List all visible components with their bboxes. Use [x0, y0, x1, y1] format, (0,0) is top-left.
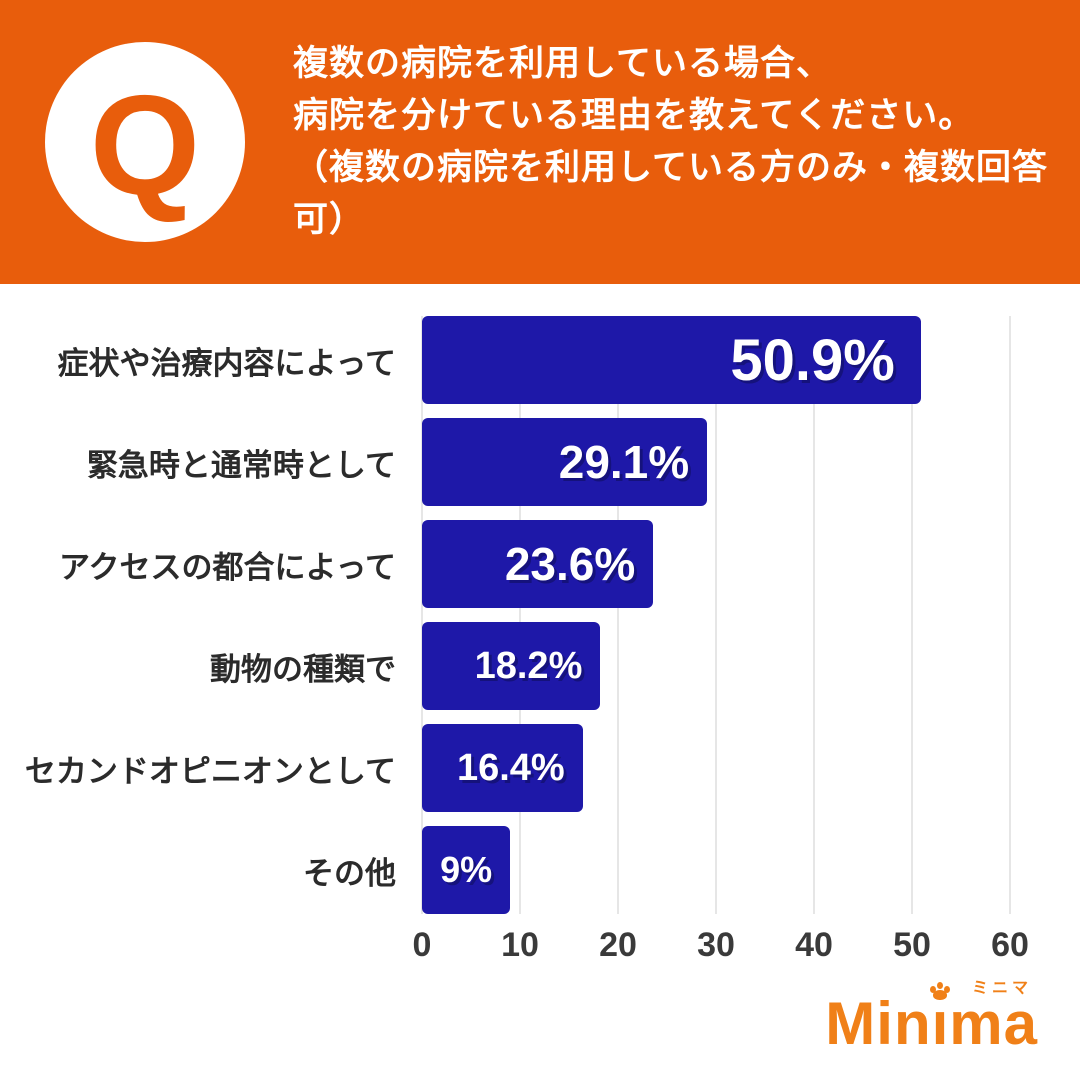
question-header: Q 複数の病院を利用している場合、 病院を分けている理由を教えてください。 （複…: [0, 0, 1080, 284]
logo-ruby-text: ミニマ: [971, 980, 1032, 997]
paw-toe: [943, 986, 950, 993]
bar-row: その他 9%: [0, 826, 1080, 914]
question-line-1: 複数の病院を利用している場合、: [293, 44, 832, 84]
x-tick-label: 30: [697, 926, 735, 964]
bar-value-label: 9%: [440, 849, 493, 890]
bar-track: 50.9%: [422, 316, 1010, 404]
brand-logo: ミニマ Minı ma: [825, 974, 1038, 1054]
paw-toe: [936, 982, 943, 989]
bar-row: アクセスの都合によって 23.6%: [0, 520, 1080, 608]
bar-value-label: 50.9%: [730, 327, 895, 393]
bar: 18.2%: [422, 622, 601, 710]
x-axis: 0 10 20 30 40 50 60: [413, 926, 1029, 970]
bar-row: 緊急時と通常時として 29.1%: [0, 418, 1080, 506]
bar-row: 症状や治療内容によって 50.9%: [0, 316, 1080, 404]
question-text: 複数の病院を利用している場合、 病院を分けている理由を教えてください。 （複数の…: [293, 38, 1080, 245]
paw-pad: [932, 990, 947, 1000]
bar: 29.1%: [422, 418, 708, 506]
bar: 23.6%: [422, 520, 654, 608]
category-label: 動物の種類で: [210, 651, 396, 687]
paw-print-icon: [929, 982, 951, 1000]
bar-track: 23.6%: [422, 520, 1010, 608]
logo-wordmark: Minı ma: [825, 982, 1038, 1057]
bar-value-label: 23.6%: [504, 538, 636, 590]
x-tick-label: 60: [991, 926, 1029, 964]
bar-track: 18.2%: [422, 622, 1010, 710]
gridline: [715, 316, 717, 914]
bar-value-label: 16.4%: [456, 746, 565, 789]
question-line-3: （複数の病院を利用している方のみ・複数回答可）: [293, 148, 1048, 239]
bar-row: セカンドオピニオンとして 16.4%: [0, 724, 1080, 812]
bar-row: 動物の種類で 18.2%: [0, 622, 1080, 710]
x-tick-label: 10: [501, 926, 539, 964]
category-label: アクセスの都合によって: [59, 549, 396, 585]
x-tick-label: 50: [893, 926, 931, 964]
chart-gridlines: [421, 316, 1011, 914]
bar-value-label: 18.2%: [474, 644, 583, 687]
x-tick-label: 0: [412, 926, 432, 964]
question-line-2: 病院を分けている理由を教えてください。: [293, 96, 975, 136]
q-badge: Q: [45, 42, 245, 242]
bar: 9%: [422, 826, 511, 914]
gridline: [1009, 316, 1011, 914]
category-label: セカンドオピニオンとして: [24, 753, 396, 789]
gridline: [518, 316, 521, 914]
bar-track: 9%: [422, 826, 1010, 914]
gridline: [616, 316, 619, 914]
bar-track: 16.4%: [422, 724, 1010, 812]
bar-track: 29.1%: [422, 418, 1010, 506]
gridline: [812, 316, 815, 914]
bar-chart: 症状や治療内容によって 50.9% 緊急時と通常時として 29.1% アクセスの都合によ…: [0, 316, 1080, 976]
paw-toe: [929, 986, 936, 993]
category-label: 症状や治療内容によって: [57, 345, 396, 381]
category-label: その他: [303, 855, 396, 891]
logo-paw-i: ı: [929, 982, 950, 1054]
bar-value-label: 29.1%: [558, 436, 690, 488]
q-letter: Q: [89, 66, 201, 225]
bar: 50.9%: [422, 316, 921, 404]
category-label: 緊急時と通常時として: [86, 447, 396, 483]
x-tick-label: 20: [599, 926, 637, 964]
gridline: [421, 316, 423, 914]
chart-rows: 症状や治療内容によって 50.9% 緊急時と通常時として 29.1% アクセスの都合によ…: [0, 316, 1080, 928]
gridline: [911, 316, 913, 914]
x-tick-label: 40: [795, 926, 833, 964]
bar: 16.4%: [422, 724, 583, 812]
